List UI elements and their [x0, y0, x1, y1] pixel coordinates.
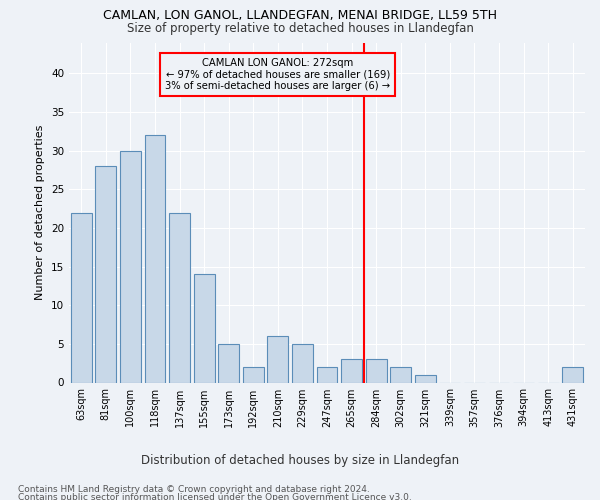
- Bar: [562, 367, 583, 382]
- Bar: [71, 212, 92, 382]
- Bar: [169, 212, 190, 382]
- Bar: [415, 375, 436, 382]
- Bar: [218, 344, 239, 383]
- Text: Contains public sector information licensed under the Open Government Licence v3: Contains public sector information licen…: [18, 493, 412, 500]
- Bar: [317, 367, 337, 382]
- Text: Contains HM Land Registry data © Crown copyright and database right 2024.: Contains HM Land Registry data © Crown c…: [18, 485, 370, 494]
- Y-axis label: Number of detached properties: Number of detached properties: [35, 125, 46, 300]
- Text: Size of property relative to detached houses in Llandegfan: Size of property relative to detached ho…: [127, 22, 473, 35]
- Bar: [268, 336, 289, 382]
- Bar: [390, 367, 411, 382]
- Bar: [341, 360, 362, 382]
- Bar: [145, 135, 166, 382]
- Bar: [365, 360, 386, 382]
- Bar: [194, 274, 215, 382]
- Bar: [243, 367, 264, 382]
- Bar: [120, 150, 141, 382]
- Bar: [292, 344, 313, 383]
- Text: CAMLAN LON GANOL: 272sqm
← 97% of detached houses are smaller (169)
3% of semi-d: CAMLAN LON GANOL: 272sqm ← 97% of detach…: [165, 58, 391, 91]
- Text: CAMLAN, LON GANOL, LLANDEGFAN, MENAI BRIDGE, LL59 5TH: CAMLAN, LON GANOL, LLANDEGFAN, MENAI BRI…: [103, 9, 497, 22]
- Text: Distribution of detached houses by size in Llandegfan: Distribution of detached houses by size …: [141, 454, 459, 467]
- Bar: [95, 166, 116, 382]
